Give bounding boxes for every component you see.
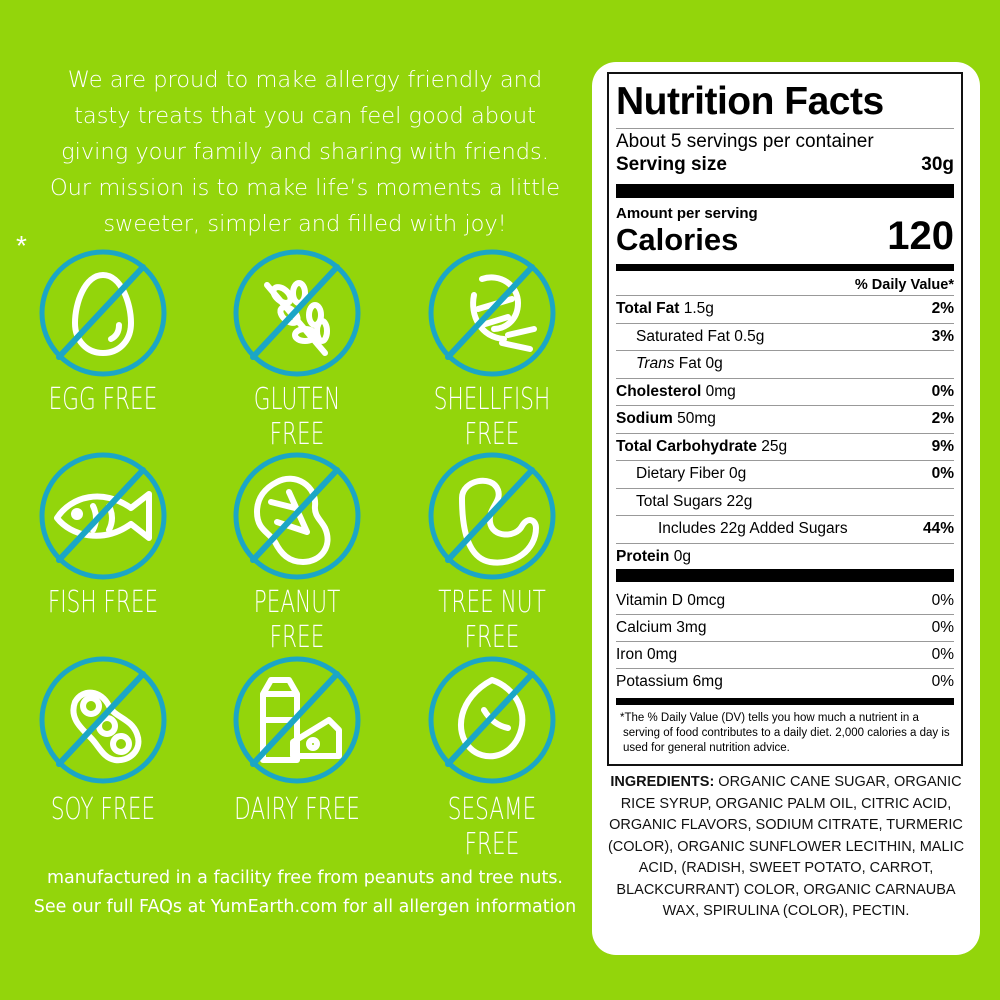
nutrient-name: Protein — [616, 547, 670, 565]
mission-statement: We are proud to make allergy friendly an… — [20, 62, 590, 242]
allergen-label: FISH FREE — [47, 585, 159, 620]
vitamin-row: Vitamin D 0mcg 0% — [616, 587, 954, 614]
mission-line: sweeter, simpler and filled with joy! — [103, 211, 507, 237]
nutrient-name: Total Carbohydrate — [616, 437, 757, 455]
vitamin-row: Potassium 6mg 0% — [616, 668, 954, 695]
nutrient-name: Cholesterol — [616, 382, 702, 400]
nutrient-row: Includes 22g Added Sugars 44% — [616, 515, 954, 542]
nutrient-amount: 1.5g — [683, 300, 714, 317]
nutrient-row: Total Fat 1.5g 2% — [616, 295, 954, 322]
nutrient-row: Cholesterol 0mg 0% — [616, 377, 954, 405]
fish-icon — [33, 446, 173, 586]
nutrient-daily-value: 3% — [931, 327, 954, 345]
allergen-label: DAIRY FREE — [234, 792, 360, 827]
vitamin-row: Calcium 3mg 0% — [616, 614, 954, 641]
nutrient-amount: 0mg — [705, 382, 736, 400]
vitamin-daily-value: 0% — [931, 591, 954, 609]
nutrient-row: Dietary Fiber 0g 0% — [616, 460, 954, 487]
nutrient-row: Sodium 50mg 2% — [616, 405, 954, 432]
mission-line: We are proud to make allergy friendly an… — [67, 67, 543, 93]
vitamin-daily-value: 0% — [931, 646, 954, 663]
soybean-icon — [33, 650, 173, 790]
mission-line: Our mission is to make life’s moments a … — [49, 175, 561, 201]
nutrient-name: Sodium — [616, 410, 673, 427]
nutrient-amount: 0g — [729, 465, 747, 482]
ingredients-label: INGREDIENTS: — [610, 774, 715, 790]
sesame-seed-icon — [422, 650, 562, 790]
allergen-label: PEANUT FREE — [253, 585, 341, 655]
vitamin-name: Vitamin D 0mcg — [616, 591, 726, 609]
footer-line: manufactured in a facility free from pea… — [47, 868, 563, 888]
nutrient-daily-value: 0% — [931, 382, 954, 400]
calories-label: Calories — [616, 222, 739, 257]
wheat-icon — [227, 243, 367, 383]
nutrient-name: Total Sugars — [636, 492, 723, 510]
serving-size-value: 30g — [921, 154, 954, 175]
nutrient-daily-value: 9% — [931, 437, 954, 455]
shrimp-icon — [422, 243, 562, 383]
footer-note: manufactured in a facility free from pea… — [20, 864, 590, 922]
ingredients-text: ORGANIC CANE SUGAR, ORGANIC RICE SYRUP, … — [607, 774, 965, 919]
daily-value-header: % Daily Value* — [854, 277, 954, 293]
nutrient-name: Trans — [636, 355, 675, 372]
nutrient-daily-value: 0% — [931, 465, 954, 482]
vitamin-name: Iron 0mg — [616, 646, 678, 663]
mission-line: tasty treats that you can feel good abou… — [74, 103, 536, 129]
nutrient-name: Includes 22g Added Sugars — [658, 520, 848, 537]
nutrient-amount: 25g — [761, 437, 788, 455]
allergen-label: GLUTEN FREE — [253, 382, 341, 452]
nutrient-daily-value: 2% — [931, 300, 954, 317]
peanut-icon — [227, 446, 367, 586]
allergen-label: SESAME FREE — [447, 792, 537, 862]
nutrient-name: Total Fat — [616, 300, 680, 317]
allergen-label: SOY FREE — [50, 792, 156, 827]
vitamin-daily-value: 0% — [931, 673, 954, 690]
nutrient-name: Dietary Fiber — [636, 465, 725, 482]
vitamin-name: Calcium 3mg — [616, 619, 707, 636]
nutrient-row: Protein 0g — [616, 542, 954, 570]
nutrient-row: Total Carbohydrate 25g 9% — [616, 432, 954, 460]
mission-line: giving your family and sharing with frie… — [61, 139, 549, 165]
nutrition-facts-label: Nutrition Facts About 5 servings per con… — [607, 72, 963, 766]
nutrient-daily-value: 2% — [931, 410, 954, 427]
vitamin-daily-value: 0% — [931, 619, 954, 636]
amount-per-serving: Amount per serving — [616, 205, 758, 222]
daily-value-footnote: *The % Daily Value (DV) tells you how mu… — [620, 712, 950, 754]
nutrient-amount: 50mg — [677, 410, 716, 427]
nutrition-panel — [592, 62, 980, 955]
allergen-label: EGG FREE — [48, 382, 158, 417]
nutrient-row: Saturated Fat 0.5g 3% — [616, 322, 954, 350]
nutrient-amount: Fat 0g — [678, 355, 723, 372]
egg-icon — [33, 243, 173, 383]
nutrient-name: Saturated Fat — [636, 327, 730, 345]
milk-cheese-icon — [227, 650, 367, 790]
nutrient-row: Total Sugars 22g — [616, 487, 954, 515]
nutrient-daily-value: 44% — [922, 520, 954, 537]
nutrition-title: Nutrition Facts — [616, 80, 884, 123]
allergen-label: TREE NUT FREE — [438, 585, 546, 655]
calories-value: 120 — [887, 214, 954, 258]
servings-per-container: About 5 servings per container — [616, 131, 874, 152]
vitamin-row: Iron 0mg 0% — [616, 641, 954, 668]
cashew-icon — [422, 446, 562, 586]
nutrient-row: Trans Fat 0g — [616, 350, 954, 377]
nutrient-amount: 0g — [673, 547, 691, 565]
ingredients: INGREDIENTS: ORGANIC CANE SUGAR, ORGANIC… — [604, 772, 968, 923]
serving-size-label: Serving size — [616, 154, 727, 175]
footer-line: See our full FAQs at YumEarth.com for al… — [33, 897, 577, 917]
nutrient-amount: 0.5g — [734, 327, 765, 345]
allergen-label: SHELLFISH FREE — [433, 382, 551, 452]
asterisk: * — [16, 230, 27, 261]
vitamin-name: Potassium 6mg — [616, 673, 723, 690]
nutrient-amount: 22g — [726, 492, 753, 510]
